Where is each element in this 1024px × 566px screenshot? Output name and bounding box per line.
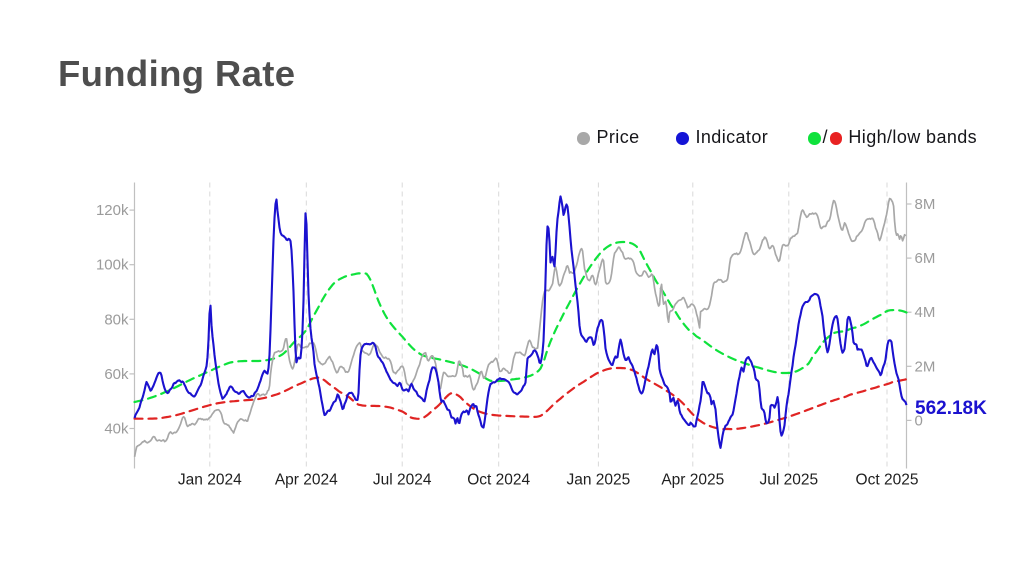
svg-text:562.18K: 562.18K <box>915 398 987 419</box>
svg-text:Oct 2025: Oct 2025 <box>856 472 919 489</box>
svg-text:120k: 120k <box>96 202 129 219</box>
svg-text:4M: 4M <box>915 304 936 321</box>
svg-text:Jul 2024: Jul 2024 <box>373 472 432 489</box>
svg-text:2M: 2M <box>915 358 936 375</box>
svg-text:Jan 2024: Jan 2024 <box>178 472 242 489</box>
svg-text:Jan 2025: Jan 2025 <box>567 472 631 489</box>
svg-text:8M: 8M <box>915 196 936 213</box>
svg-text:Apr 2024: Apr 2024 <box>275 472 338 489</box>
svg-text:40k: 40k <box>104 421 129 438</box>
svg-text:Jul 2025: Jul 2025 <box>759 472 818 489</box>
svg-text:6M: 6M <box>915 250 936 267</box>
svg-text:80k: 80k <box>104 311 129 328</box>
svg-text:60k: 60k <box>104 366 129 383</box>
svg-text:Apr 2025: Apr 2025 <box>661 472 724 489</box>
svg-text:100k: 100k <box>96 257 129 274</box>
svg-text:Oct 2024: Oct 2024 <box>467 472 530 489</box>
svg-text:0: 0 <box>915 412 923 429</box>
